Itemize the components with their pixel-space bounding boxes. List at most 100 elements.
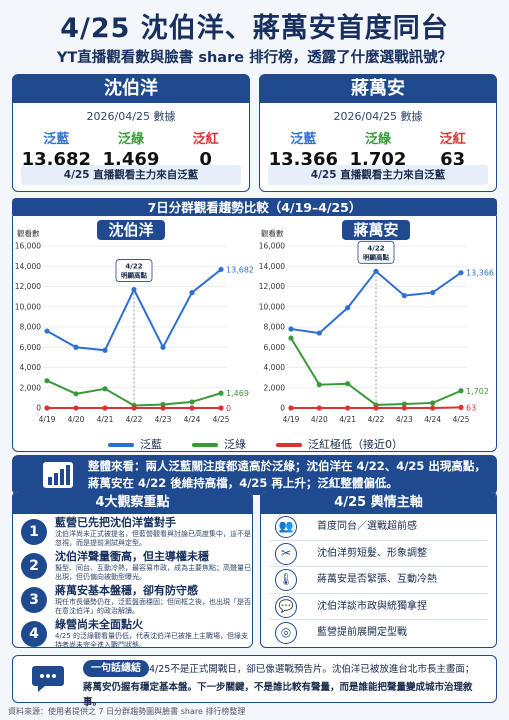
data-point bbox=[401, 405, 407, 411]
y-tick-label: 2,000 bbox=[264, 383, 286, 392]
data-point bbox=[288, 335, 294, 341]
legend-swatch bbox=[192, 443, 218, 447]
end-label: 1,702 bbox=[466, 387, 489, 396]
end-label: 13,366 bbox=[466, 269, 494, 278]
x-tick-label: 4/20 bbox=[311, 415, 328, 424]
x-tick-label: 4/22 bbox=[368, 415, 385, 424]
x-tick-label: 4/19 bbox=[39, 415, 56, 424]
summary-line-2: 蔣萬安在 4/22 後維持高檔，4/25 再上升；泛紅整體偏低。 bbox=[88, 476, 398, 490]
opinion-text: 沈伯洋談市政與統獨拿捏 bbox=[317, 600, 427, 612]
stat-label: 泛藍 bbox=[43, 132, 70, 147]
opinion-text: 沈伯洋剪短髮、形象調整 bbox=[317, 547, 427, 559]
bar-chart-icon bbox=[43, 462, 73, 488]
annotation-text: 明顯高點 bbox=[121, 271, 148, 280]
opinion-text: 蔣萬安是否緊張、互動冷熱 bbox=[317, 574, 437, 585]
y-tick-label: 14,000 bbox=[15, 262, 41, 271]
y-tick-label: 14,000 bbox=[259, 262, 285, 271]
data-point bbox=[288, 405, 294, 411]
chart-title-bg bbox=[342, 220, 410, 240]
observation-title: 綠營尚未全面點火 bbox=[55, 618, 143, 631]
y-tick-label: 6,000 bbox=[264, 343, 286, 352]
data-point bbox=[131, 286, 137, 293]
annotation-box bbox=[357, 240, 395, 264]
opinion-title: 4/25 輿情主軸 bbox=[261, 492, 496, 514]
data-point bbox=[73, 405, 79, 411]
observation-desc: 4/25 的泛綠觀看量仍低，代表沈伯洋已被推上主戰場，但綠支持者尚未完全進入戰鬥… bbox=[55, 632, 248, 648]
data-point bbox=[160, 344, 166, 350]
observation-number: 1 bbox=[21, 519, 47, 545]
annotation-text: 明顯高點 bbox=[363, 252, 390, 261]
annotation-text: 4/22 bbox=[125, 263, 142, 271]
data-point bbox=[73, 391, 79, 397]
data-point bbox=[316, 405, 322, 411]
data-point bbox=[131, 405, 137, 411]
data-point bbox=[218, 390, 224, 396]
data-point bbox=[430, 400, 436, 406]
data-point bbox=[458, 388, 464, 394]
observation-number: 4 bbox=[21, 621, 47, 647]
stat-label: 泛紅 bbox=[192, 132, 219, 147]
y-tick-label: 4,000 bbox=[264, 363, 286, 372]
y-tick-label: 2,000 bbox=[20, 383, 42, 392]
legend-swatch bbox=[108, 443, 134, 447]
opinion-text: 藍營提前展開定型戰 bbox=[317, 627, 407, 638]
data-point bbox=[189, 399, 195, 405]
stat-red: 泛紅 63 bbox=[416, 128, 490, 170]
observations-title: 4大觀察重點 bbox=[13, 492, 252, 514]
thermometer-icon: 🌡 bbox=[275, 569, 297, 591]
candidate-date: 2026/04/25 數據 bbox=[86, 110, 176, 123]
opinion-item: ✂ 沈伯洋剪短髮、形象調整 bbox=[269, 541, 488, 567]
data-point bbox=[345, 405, 351, 411]
stat-red: 泛紅 0 bbox=[169, 128, 243, 170]
data-point bbox=[401, 293, 407, 299]
conclusion-line-1: 4/25不是正式開戰日，卻已像選戰預告片。沈伯洋已被放進台北市長主畫面； bbox=[149, 664, 475, 675]
data-point bbox=[160, 405, 166, 411]
observation-title: 蔣萬安基本盤穩，卻有防守感 bbox=[55, 584, 198, 597]
data-point bbox=[458, 404, 464, 410]
stat-label: 泛紅 bbox=[439, 132, 466, 147]
y-tick-label: 6,000 bbox=[20, 343, 42, 352]
data-point bbox=[316, 330, 322, 336]
candidate-card-chiang: 蔣萬安 2026/04/25 數據 泛藍 13,366 泛綠 1,702 泛紅 … bbox=[259, 74, 497, 192]
summary-band: 整體來看：兩人泛藍關注度都遠高於泛綠；沈伯洋在 4/22、4/25 出現高點， … bbox=[12, 455, 497, 495]
page-subtitle: YT直播觀看數與臉書 share 排行榜，透露了什麼選戰訊號？ bbox=[56, 50, 453, 66]
data-point bbox=[218, 405, 224, 411]
legend-item-green: 泛綠 bbox=[192, 436, 246, 452]
legend-label: 泛綠 bbox=[224, 438, 246, 451]
y-axis-label: 觀看數 bbox=[17, 228, 40, 238]
observations-panel: 4大觀察重點 1 藍營已先把沈伯洋當對手 沈伯洋尚未正式被提名，但藍營觀看與討論… bbox=[12, 491, 253, 648]
legend-label: 泛藍 bbox=[140, 438, 162, 451]
stat-value: 1,469 bbox=[102, 149, 160, 170]
stat-value: 13,366 bbox=[268, 149, 339, 170]
observation-item: 2 沈伯洋聲量衝高，但主導權未穩 擬型、同台、互動冷熱，最容易市政，成為主要焦點… bbox=[13, 550, 252, 582]
y-tick-label: 8,000 bbox=[264, 323, 286, 332]
y-tick-label: 8,000 bbox=[20, 323, 42, 332]
legend-label: 泛紅極低（接近0） bbox=[308, 438, 403, 451]
data-point bbox=[102, 347, 108, 353]
target-icon: ◎ bbox=[275, 622, 297, 644]
candidate-name: 沈伯洋 bbox=[13, 75, 249, 103]
data-point bbox=[218, 266, 224, 273]
data-point bbox=[44, 328, 50, 334]
source-footer: 資料來源：使用者提供之 7 日分群趨勢圖與臉書 share 排行榜整理 bbox=[8, 707, 246, 716]
data-point bbox=[458, 270, 464, 276]
end-label: 13,682 bbox=[226, 265, 254, 274]
data-point bbox=[373, 405, 379, 411]
stat-green: 泛綠 1,469 bbox=[94, 128, 168, 170]
chat-icon: 💬 bbox=[275, 595, 297, 618]
trend-band-title: 7日分群觀看趨勢比較（4/19–4/25） bbox=[12, 198, 497, 218]
x-tick-label: 4/25 bbox=[213, 415, 230, 424]
data-point bbox=[345, 305, 351, 311]
opinion-item: 👥 首度同台／選戰超前感 bbox=[269, 514, 488, 541]
observation-item: 4 綠營尚未全面點火 4/25 的泛綠觀看量仍低，代表沈伯洋已被推上主戰場，但綠… bbox=[13, 618, 252, 648]
stat-green: 泛綠 1,702 bbox=[341, 128, 415, 170]
x-tick-label: 4/20 bbox=[68, 415, 85, 424]
candidate-card-shen: 沈伯洋 2026/04/25 數據 泛藍 13,682 泛綠 1,469 泛紅 … bbox=[12, 74, 250, 192]
people-icon: 👥 bbox=[275, 516, 297, 538]
stat-label: 泛藍 bbox=[290, 132, 317, 147]
stat-value: 13,682 bbox=[21, 149, 92, 170]
data-point bbox=[189, 289, 195, 296]
stat-value: 1,702 bbox=[349, 149, 407, 170]
y-tick-label: 10,000 bbox=[259, 302, 285, 311]
annotation-text: 4/22 bbox=[367, 244, 384, 252]
